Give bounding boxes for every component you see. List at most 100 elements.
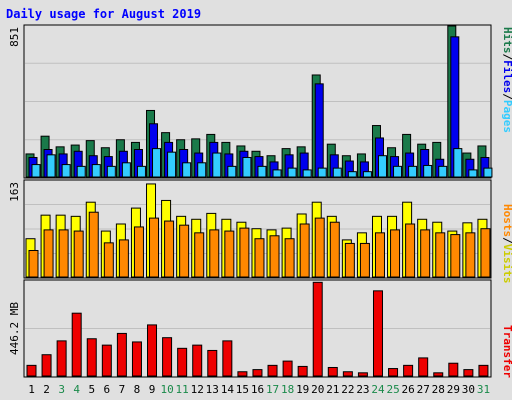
x-tick-label: 15	[236, 383, 249, 396]
bar-hosts	[58, 229, 69, 278]
bar-transfer	[162, 337, 173, 377]
bar-transfer	[147, 324, 158, 377]
x-tick-label: 20	[311, 383, 324, 396]
bar-hosts	[224, 230, 235, 278]
bar-pages	[302, 169, 312, 178]
bar-transfer	[267, 364, 278, 377]
bar-transfer	[86, 338, 97, 377]
x-tick-label: 29	[447, 383, 460, 396]
bar-hosts	[209, 229, 220, 278]
bar-transfer	[327, 366, 338, 377]
bar-hosts	[269, 235, 280, 278]
bar-transfer	[222, 340, 233, 377]
bar-pages	[106, 165, 116, 178]
x-tick-label: 24	[371, 383, 385, 396]
x-tick-label: 30	[462, 383, 475, 396]
bar-transfer	[56, 340, 67, 377]
bar-transfer	[403, 364, 414, 377]
bar-hosts	[405, 223, 416, 278]
x-tick-label: 16	[251, 383, 264, 396]
bar-pages	[61, 164, 71, 178]
bar-hosts	[284, 238, 295, 278]
bar-hosts	[43, 229, 54, 278]
bar-transfer	[342, 371, 353, 377]
x-tick-label: 9	[149, 383, 156, 396]
bar-hosts	[73, 230, 84, 278]
x-tick-label: 25	[386, 383, 399, 396]
x-tick-label: 8	[134, 383, 141, 396]
bar-pages	[257, 165, 267, 178]
bar-pages	[152, 148, 162, 178]
x-tick-label: 1	[28, 383, 35, 396]
bar-transfer	[26, 364, 37, 377]
bar-hosts	[329, 221, 340, 278]
bar-pages	[423, 164, 433, 178]
x-tick-label: 10	[160, 383, 173, 396]
bar-transfer	[312, 281, 323, 377]
bar-pages	[167, 151, 177, 178]
y-max-label-hits: 851	[8, 27, 21, 47]
bar-hosts	[450, 234, 461, 278]
legend-hits-files-pages: Hits/Files/Pages	[501, 27, 512, 133]
bar-pages	[362, 171, 372, 178]
y-max-label-visits: 163	[8, 182, 21, 202]
bar-hosts	[103, 242, 114, 278]
bar-pages	[197, 162, 207, 178]
x-tick-label: 3	[58, 383, 65, 396]
bar-transfer	[433, 372, 444, 377]
bar-pages	[136, 165, 146, 178]
bar-hosts	[254, 238, 265, 278]
bar-transfer	[448, 362, 459, 377]
x-tick-label: 27	[417, 383, 430, 396]
bar-pages	[347, 171, 357, 178]
x-tick-label: 31	[477, 383, 490, 396]
bar-transfer	[177, 347, 188, 377]
bar-hosts	[239, 227, 250, 278]
bar-files	[314, 83, 324, 178]
bar-pages	[393, 165, 403, 178]
bar-transfer	[252, 369, 263, 377]
bar-pages	[317, 167, 327, 178]
bar-hosts	[480, 228, 491, 278]
x-tick-label: 19	[296, 383, 309, 396]
bar-hosts	[164, 220, 175, 278]
bar-pages	[408, 165, 418, 178]
bar-hosts	[465, 232, 476, 278]
bar-transfer	[357, 372, 368, 377]
x-tick-label: 14	[221, 383, 235, 396]
bar-hosts	[374, 232, 385, 278]
bar-transfer	[297, 365, 308, 377]
x-tick-label: 4	[73, 383, 80, 396]
y-max-label-transfer: 446.2 MB	[8, 302, 21, 355]
x-tick-label: 6	[104, 383, 111, 396]
bar-pages	[31, 164, 41, 178]
x-tick-label: 26	[402, 383, 415, 396]
chart-title: Daily usage for August 2019	[6, 7, 202, 21]
x-tick-label: 12	[191, 383, 204, 396]
x-tick-label: 23	[356, 383, 369, 396]
bar-transfer	[237, 371, 248, 377]
bar-transfer	[71, 312, 82, 377]
bar-transfer	[116, 332, 127, 377]
bar-pages	[438, 165, 448, 178]
x-tick-label: 17	[266, 383, 279, 396]
bar-transfer	[418, 357, 429, 377]
bar-transfer	[388, 368, 399, 377]
x-tick-label: 21	[326, 383, 339, 396]
bar-transfer	[131, 341, 142, 377]
x-tick-label: 2	[43, 383, 50, 396]
x-tick-label: 18	[281, 383, 294, 396]
bar-hosts	[390, 229, 401, 278]
bar-hosts	[314, 217, 325, 278]
bar-hosts	[359, 242, 370, 278]
bar-pages	[91, 164, 101, 178]
bar-transfer	[207, 349, 218, 377]
bar-pages	[332, 167, 342, 178]
bar-pages	[212, 152, 222, 178]
x-tick-label: 11	[176, 383, 189, 396]
bar-hosts	[133, 226, 144, 278]
bar-hosts	[344, 242, 355, 278]
x-tick-label: 7	[119, 383, 126, 396]
bar-hosts	[299, 223, 310, 278]
